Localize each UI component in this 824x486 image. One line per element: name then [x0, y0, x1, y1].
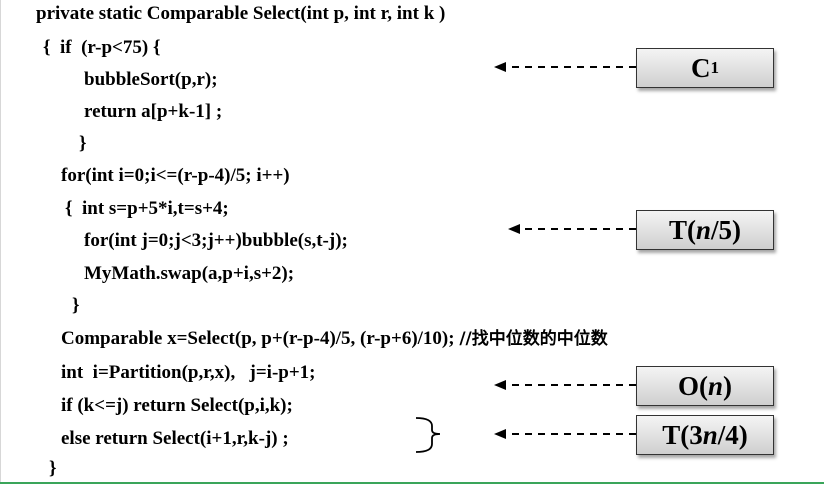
- code-line-partition: int i=Partition(p,r,x), j=i-p+1;: [61, 362, 316, 383]
- box-c1-sub: 1: [710, 58, 720, 77]
- code-line-select-x: Comparable x=Select(p, p+(r-p-4)/5, (r-p…: [61, 328, 608, 350]
- box-t3n4-post: /4): [717, 419, 748, 450]
- box-tn5-post: /5): [711, 214, 742, 245]
- left-border: [0, 0, 1, 484]
- box-on-var: n: [707, 370, 724, 401]
- code-line-return: return a[p+k-1] ;: [84, 101, 223, 122]
- code-line-else: else return Select(i+1,r,k-j) ;: [61, 428, 289, 449]
- box-t3n4-var: n: [702, 419, 718, 450]
- arrow-c1-head: [494, 62, 506, 72]
- box-tn5-var: n: [695, 214, 712, 245]
- box-c1-main: C: [691, 52, 711, 83]
- box-tn5: T(n/5): [636, 210, 774, 250]
- arrow-t3n4-head: [494, 429, 506, 439]
- code-line-int-s: { int s=p+5*i,t=s+4;: [65, 198, 229, 219]
- code-line-inner-for: for(int j=0;j<3;j++)bubble(s,t-j);: [84, 230, 348, 251]
- chinese-comment: //找中位数的中位数: [459, 329, 608, 349]
- code-line-for: for(int i=0;i<=(r-p-4)/5; i++): [61, 165, 290, 186]
- code-line-if: { if (r-p<75) {: [43, 37, 161, 58]
- box-on-post: ): [723, 370, 733, 401]
- code-line-if-k: if (k<=j) return Select(p,i,k);: [61, 395, 293, 416]
- arrow-on-head: [494, 380, 506, 390]
- right-brace: [415, 417, 441, 453]
- code-line-close-if: }: [79, 133, 87, 154]
- code-line-swap: MyMath.swap(a,p+i,s+2);: [84, 263, 295, 284]
- box-t3n4-pre: T(3: [662, 419, 703, 450]
- box-on: O(n): [636, 366, 774, 406]
- code-line-close-method: }: [49, 458, 57, 479]
- box-tn5-pre: T(: [668, 214, 696, 245]
- arrow-tn5-head: [508, 224, 520, 234]
- code-line-bubblesort: bubbleSort(p,r);: [84, 69, 218, 90]
- box-on-pre: O(: [677, 370, 708, 401]
- code-line-close-for: }: [72, 295, 80, 316]
- bottom-accent-line: [0, 482, 824, 484]
- code-line-signature: private static Comparable Select(int p, …: [36, 3, 446, 24]
- select-x-code: Comparable x=Select(p, p+(r-p-4)/5, (r-p…: [61, 328, 460, 349]
- box-t3n4: T(3 n/4): [636, 415, 774, 455]
